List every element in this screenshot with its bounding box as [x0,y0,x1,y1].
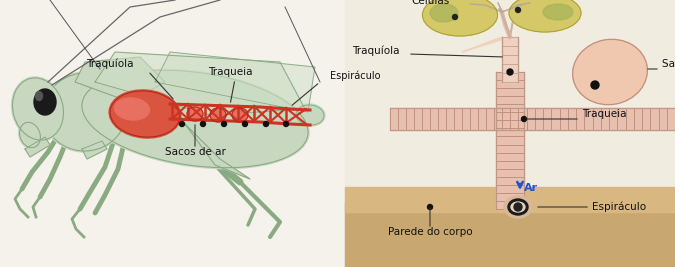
Circle shape [507,69,513,75]
Ellipse shape [109,90,181,138]
Text: Ar: Ar [524,183,538,193]
Ellipse shape [19,121,41,149]
Text: Células: Células [411,0,449,6]
Polygon shape [155,52,315,112]
Circle shape [516,7,520,13]
Text: Espiráculo: Espiráculo [592,202,646,212]
Circle shape [200,121,205,127]
Ellipse shape [34,89,56,115]
Text: Espiráculo: Espiráculo [330,70,381,81]
Ellipse shape [423,0,497,36]
Ellipse shape [210,108,226,122]
Ellipse shape [508,199,528,215]
Polygon shape [345,187,675,212]
Ellipse shape [509,0,581,32]
Ellipse shape [43,72,128,152]
Ellipse shape [504,196,532,218]
Polygon shape [82,141,107,159]
Circle shape [427,205,433,210]
Text: Saco de ar: Saco de ar [662,59,675,69]
Text: Traquíola: Traquíola [86,58,134,69]
Circle shape [284,121,288,127]
Ellipse shape [81,69,309,169]
Polygon shape [462,37,504,52]
Circle shape [452,14,458,19]
Text: Traquíola: Traquíola [352,45,400,56]
Polygon shape [510,108,675,130]
Polygon shape [345,0,675,267]
Text: Traqueia: Traqueia [582,109,626,119]
Circle shape [263,121,269,127]
Text: Sacos de ar: Sacos de ar [165,147,225,157]
Polygon shape [345,202,675,267]
Ellipse shape [115,98,149,120]
Circle shape [242,121,248,127]
Polygon shape [390,108,510,130]
Circle shape [514,203,522,211]
Ellipse shape [36,92,43,100]
Ellipse shape [295,104,325,126]
Polygon shape [95,52,305,115]
Text: Parede do corpo: Parede do corpo [387,227,472,237]
Ellipse shape [187,107,203,121]
Text: Traqueia: Traqueia [208,67,252,77]
Ellipse shape [543,4,573,20]
Ellipse shape [11,77,65,141]
Ellipse shape [232,108,248,122]
Polygon shape [502,37,518,82]
Polygon shape [496,72,524,209]
Ellipse shape [511,202,525,212]
Circle shape [221,121,227,127]
Ellipse shape [572,39,647,105]
Polygon shape [185,124,250,179]
Polygon shape [25,137,50,157]
PathPatch shape [75,57,165,102]
Ellipse shape [430,4,458,22]
Circle shape [180,121,184,127]
Circle shape [522,116,526,121]
Circle shape [591,81,599,89]
